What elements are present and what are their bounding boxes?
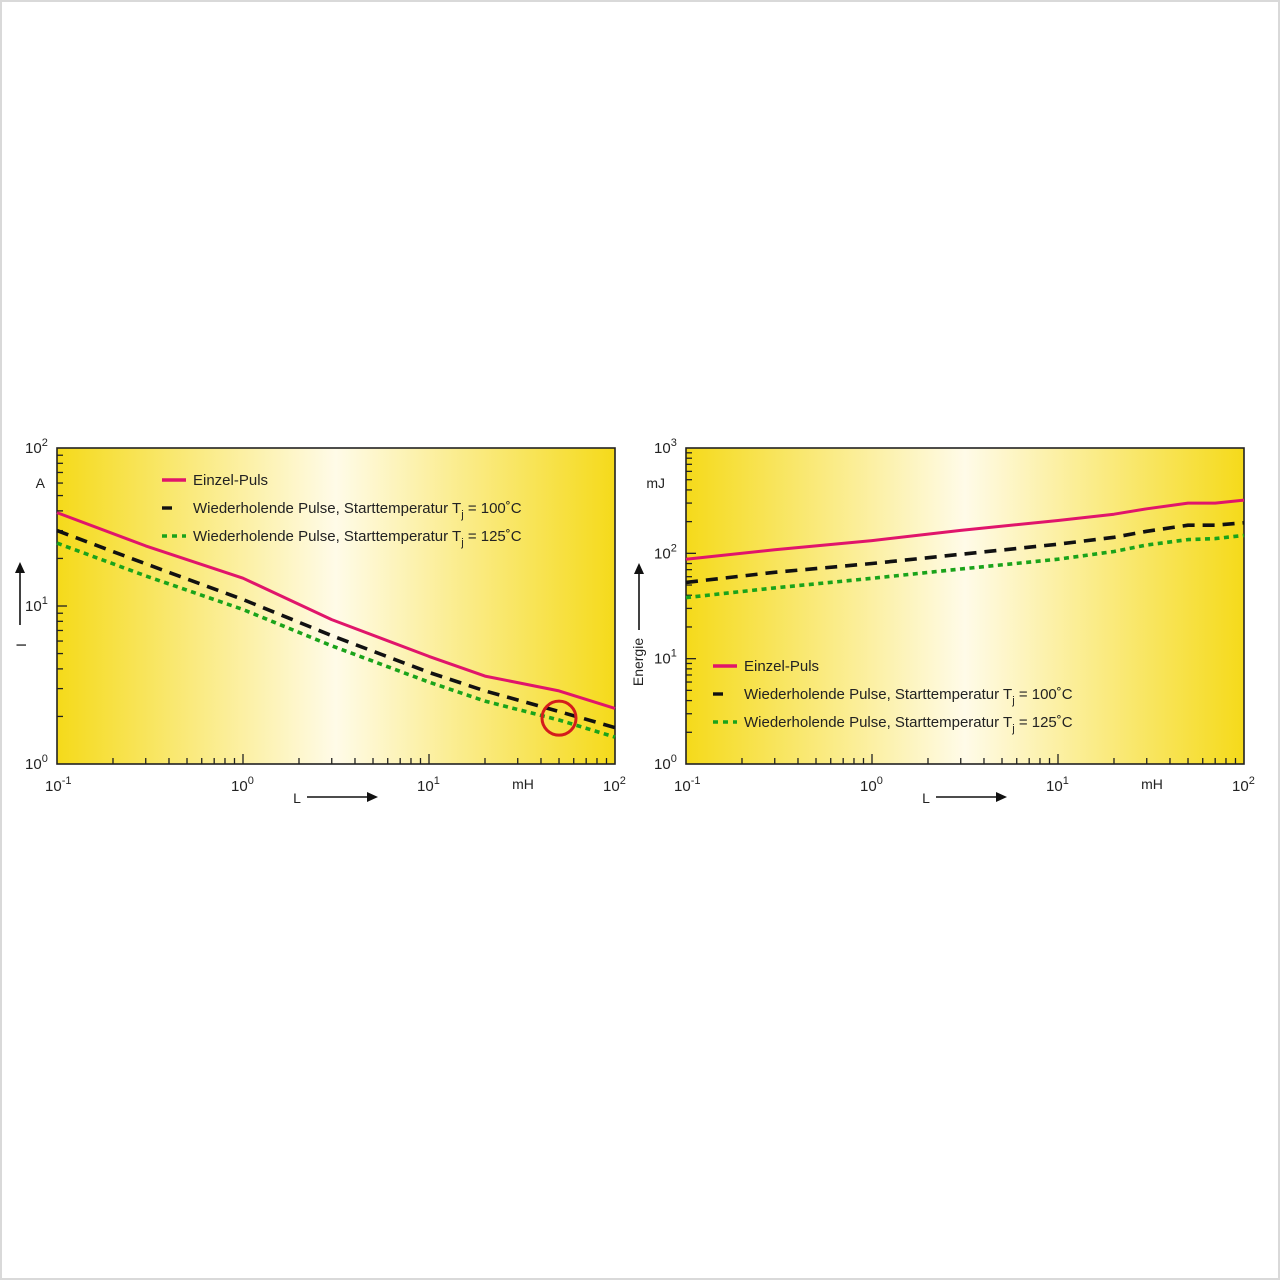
legend-entry-3: Wiederholende Pulse, Starttemperatur Tj … <box>744 714 1073 735</box>
legend-text-main: Einzel-Puls <box>193 472 268 489</box>
legend-text-tail: = 125˚C <box>464 528 522 545</box>
series-line-3 <box>56 541 616 739</box>
x-tick-label: 100 <box>860 775 883 795</box>
x-tick-exp: 1 <box>434 775 440 787</box>
x-tick-label: 101 <box>417 775 440 795</box>
y-tick-exp: 1 <box>671 648 677 660</box>
highlight-circle <box>540 699 578 737</box>
x-tick-exp: 2 <box>620 775 626 787</box>
x-tick-exp: -1 <box>62 775 72 787</box>
x-tick-label: 100 <box>231 775 254 795</box>
series-line-2 <box>685 521 1245 585</box>
x-tick-base: 10 <box>860 778 877 795</box>
series-line-1 <box>685 498 1245 561</box>
x-unit-label: mH <box>512 776 534 792</box>
y-tick-exp: 2 <box>42 437 48 449</box>
y-tick-label: 101 <box>25 595 48 615</box>
plot-background <box>57 448 615 764</box>
y-axis-label: I <box>13 643 29 647</box>
x-tick-exp: 2 <box>1249 775 1255 787</box>
x-tick-label: 102 <box>1232 775 1255 795</box>
x-tick-exp: 0 <box>877 775 883 787</box>
y-unit-label: mJ <box>646 475 665 491</box>
y-unit-label: A <box>36 475 46 491</box>
x-tick-base: 10 <box>231 778 248 795</box>
y-tick-label: 102 <box>25 437 48 457</box>
x-tick-exp: 1 <box>1063 775 1069 787</box>
legend-text-tail: = 100˚C <box>1015 686 1073 703</box>
x-axis-label: L <box>293 790 301 806</box>
y-tick-label: 100 <box>654 753 677 773</box>
y-tick-exp: 2 <box>671 542 677 554</box>
legend-text-sub: j <box>460 537 463 549</box>
legend-text-main: Wiederholende Pulse, Starttemperatur T <box>193 500 461 517</box>
legend-text-sub: j <box>460 509 463 521</box>
legend-text-tail: = 125˚C <box>1015 714 1073 731</box>
y-tick-base: 10 <box>25 440 42 457</box>
chart-1: 10-1 100 101 102100101102AmHLIEinzel-PulsWi… <box>13 437 626 806</box>
x-tick-exp: -1 <box>691 775 701 787</box>
y-tick-exp: 1 <box>42 595 48 607</box>
legend-text-sub: j <box>1011 723 1014 735</box>
y-tick-label: 101 <box>654 648 677 668</box>
y-axis-arrow-head <box>634 563 644 574</box>
x-tick-label: 10-1 <box>45 775 71 795</box>
x-tick-exp: 0 <box>248 775 254 787</box>
y-tick-base: 10 <box>25 598 42 615</box>
x-tick-base: 10 <box>45 778 62 795</box>
x-tick-label: 101 <box>1046 775 1069 795</box>
y-tick-label: 100 <box>25 753 48 773</box>
y-tick-label: 102 <box>654 542 677 562</box>
legend-text-main: Wiederholende Pulse, Starttemperatur T <box>193 528 461 545</box>
x-tick-label: 102 <box>603 775 626 795</box>
legend-text-tail: = 100˚C <box>464 500 522 517</box>
series-line-3 <box>685 533 1245 600</box>
x-axis-arrow-head <box>996 792 1007 802</box>
x-tick-base: 10 <box>674 778 691 795</box>
y-axis-label: Energie <box>630 638 646 686</box>
y-tick-exp: 3 <box>671 437 677 449</box>
legend-entry-2: Wiederholende Pulse, Starttemperatur Tj … <box>193 500 522 521</box>
y-tick-base: 10 <box>654 440 671 457</box>
legend-text-sub: j <box>1011 695 1014 707</box>
series-line-1 <box>56 511 616 710</box>
x-axis-label: L <box>922 790 930 806</box>
y-tick-base: 10 <box>654 756 671 773</box>
y-tick-base: 10 <box>654 545 671 562</box>
y-axis-arrow-head <box>15 562 25 573</box>
legend-text-main: Einzel-Puls <box>744 658 819 675</box>
x-tick-base: 10 <box>603 778 620 795</box>
x-tick-label: 10-1 <box>674 775 700 795</box>
x-tick-base: 10 <box>1046 778 1063 795</box>
legend-entry-1: Einzel-Puls <box>193 472 268 489</box>
x-axis-arrow-head <box>367 792 378 802</box>
plot-background <box>686 448 1244 764</box>
y-tick-base: 10 <box>25 756 42 773</box>
y-tick-exp: 0 <box>671 753 677 765</box>
plot-frame <box>685 447 1245 765</box>
legend-text-main: Wiederholende Pulse, Starttemperatur T <box>744 686 1012 703</box>
x-tick-base: 10 <box>1232 778 1249 795</box>
legend-entry-3: Wiederholende Pulse, Starttemperatur Tj … <box>193 528 522 549</box>
x-unit-label: mH <box>1141 776 1163 792</box>
legend-entry-2: Wiederholende Pulse, Starttemperatur Tj … <box>744 686 1073 707</box>
x-tick-base: 10 <box>417 778 434 795</box>
y-tick-base: 10 <box>654 651 671 668</box>
legend-text-main: Wiederholende Pulse, Starttemperatur T <box>744 714 1012 731</box>
y-tick-label: 103 <box>654 437 677 457</box>
y-tick-exp: 0 <box>42 753 48 765</box>
legend-entry-1: Einzel-Puls <box>744 658 819 675</box>
